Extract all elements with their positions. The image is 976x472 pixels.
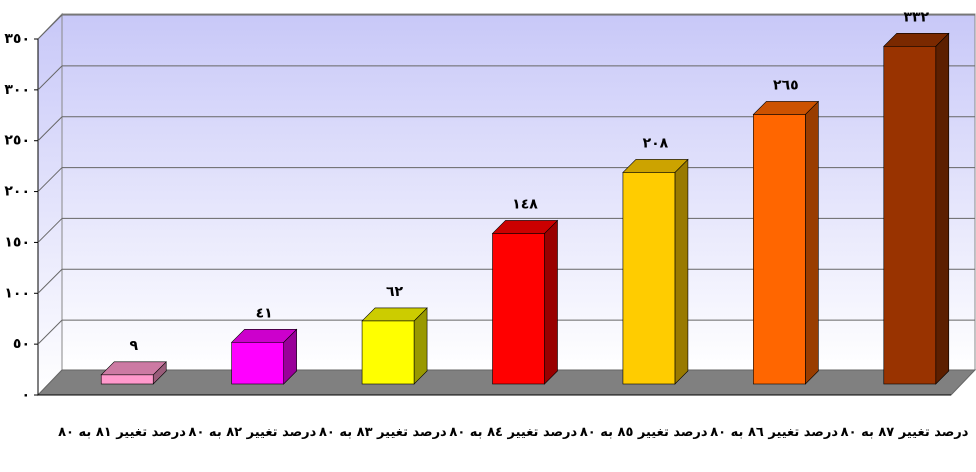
x-tick-label: درصد تغییر ٨١ به ٨٠	[58, 425, 186, 440]
value-label: ٣٣٢	[903, 9, 929, 25]
value-label: ٢٠٨	[643, 135, 669, 151]
bar	[753, 114, 806, 385]
y-tick-label: ١٠٠	[4, 285, 30, 301]
bar	[361, 320, 415, 385]
y-tick-label: ٣٠٠	[4, 82, 30, 98]
x-tick-label: درصد تغییر ٨٤ به ٨٠	[449, 425, 578, 440]
y-tick-label: ٣٥٠	[4, 31, 30, 47]
x-tick-label: درصد تغییر ٨٦ به ٨٠	[710, 425, 839, 440]
bar-side	[674, 158, 689, 385]
value-label: ٤١	[256, 305, 273, 321]
bar-side	[935, 32, 950, 385]
grid-line	[37, 319, 63, 345]
x-tick-label: درصد تغییر ٨٣ به ٨٠	[318, 425, 447, 440]
grid-line	[37, 268, 63, 294]
bar-side	[544, 219, 558, 385]
y-tick-label: ٥٠	[13, 336, 30, 352]
value-label: ٦٢	[386, 284, 404, 300]
bar	[622, 172, 676, 385]
x-tick-label: درصد تغییر ٨٥ به ٨٠	[579, 425, 708, 440]
grid-line	[37, 65, 63, 91]
grid-line	[37, 218, 63, 243]
value-label: ١٤٨	[512, 196, 538, 212]
bar-side	[805, 100, 819, 385]
y-tick-label: ١٥٠	[4, 234, 30, 250]
value-label: ٢٦٥	[773, 77, 799, 93]
y-tick-label: ٢٥٠	[4, 133, 30, 149]
bar	[231, 341, 284, 385]
y-tick-label: ٢٠٠	[4, 184, 30, 200]
bar	[883, 46, 937, 385]
value-label: ٩	[129, 338, 138, 354]
grid-line	[37, 14, 63, 40]
x-tick-label: درصد تغییر ٨٢ به ٨٠	[188, 425, 317, 440]
side-wall	[37, 12, 63, 397]
bar	[492, 233, 545, 385]
x-tick-label: درصد تغییر ٨٧ به ٨٠	[840, 425, 969, 440]
grid-line	[37, 167, 63, 192]
y-tick-label: ٠	[21, 387, 30, 403]
grid-line	[37, 116, 63, 142]
bar	[100, 374, 154, 385]
